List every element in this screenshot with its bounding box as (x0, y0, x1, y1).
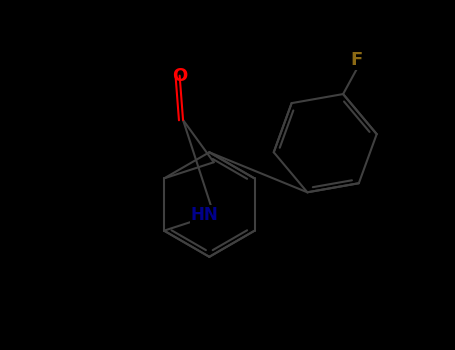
Text: F: F (351, 51, 363, 69)
Text: HN: HN (191, 205, 218, 224)
Text: O: O (172, 66, 187, 85)
